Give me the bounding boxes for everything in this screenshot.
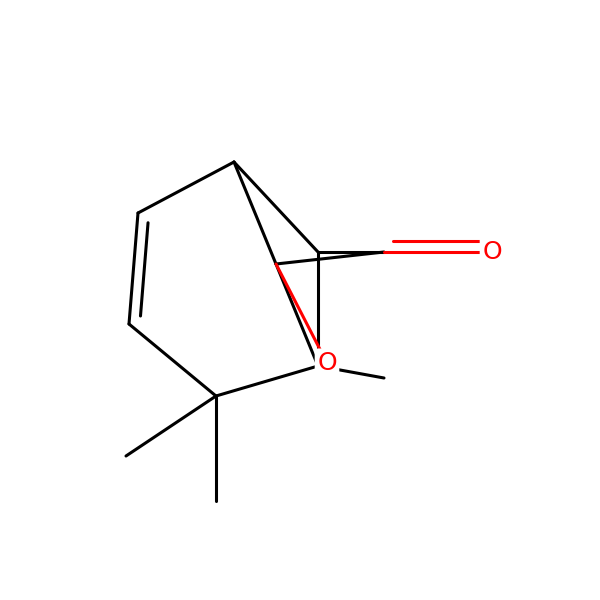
Text: O: O [317,351,337,375]
Text: O: O [482,240,502,264]
